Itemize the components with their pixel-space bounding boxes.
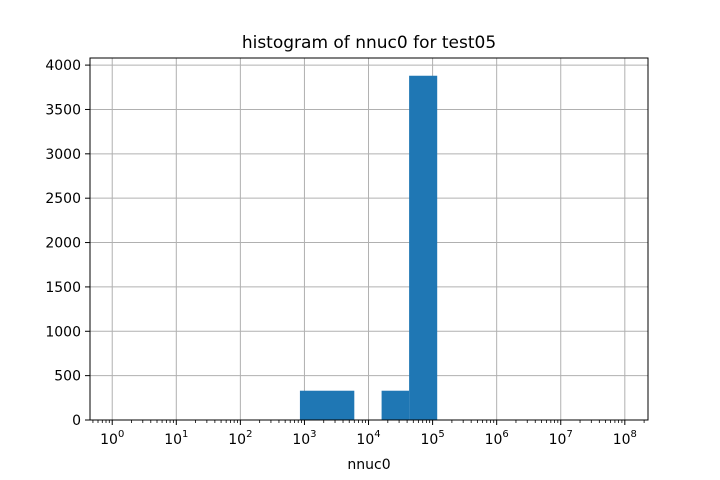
histogram-bar	[409, 75, 438, 421]
x-tick-label: 103	[292, 429, 316, 448]
axis-ticks: 100 101 102 103 104 105 106 107 1080500100015002…	[45, 58, 645, 448]
x-tick-exponent: 8	[631, 429, 637, 440]
x-tick-base: 10	[100, 432, 118, 448]
y-tick-label: 2500	[45, 191, 81, 207]
x-tick-label: 100	[100, 429, 124, 448]
y-tick-label: 2000	[45, 236, 81, 252]
x-tick-label: 108	[613, 429, 637, 448]
x-tick-base: 10	[613, 432, 631, 448]
x-tick-exponent: 6	[502, 429, 508, 440]
y-tick-label: 4000	[45, 58, 81, 74]
x-tick-exponent: 1	[182, 429, 188, 440]
x-tick-exponent: 7	[566, 429, 572, 440]
x-tick-base: 10	[228, 432, 246, 448]
x-tick-exponent: 3	[310, 429, 316, 440]
x-tick-exponent: 5	[438, 429, 444, 440]
y-tick-label: 3000	[45, 147, 81, 163]
y-tick-label: 0	[72, 413, 81, 429]
x-tick-exponent: 4	[374, 429, 380, 440]
histogram-bars	[299, 75, 438, 421]
x-axis-label: nnuc0	[347, 457, 390, 473]
histogram-bar	[381, 390, 410, 420]
x-tick-base: 10	[356, 432, 374, 448]
chart-title: histogram of nnuc0 for test05	[242, 33, 496, 53]
x-tick-exponent: 2	[246, 429, 252, 440]
x-tick-base: 10	[485, 432, 503, 448]
x-tick-label: 104	[356, 429, 380, 448]
x-tick-base: 10	[292, 432, 310, 448]
y-tick-label: 3500	[45, 102, 81, 118]
x-tick-label: 107	[549, 429, 573, 448]
x-tick-base: 10	[420, 432, 438, 448]
x-tick-base: 10	[164, 432, 182, 448]
x-tick-label: 101	[164, 429, 188, 448]
x-tick-label: 105	[420, 429, 444, 448]
x-tick-label: 106	[485, 429, 509, 448]
x-tick-label: 102	[228, 429, 252, 448]
y-tick-label: 500	[54, 369, 81, 385]
histogram-bar	[299, 390, 355, 420]
x-tick-base: 10	[549, 432, 567, 448]
plot-frame	[89, 57, 649, 421]
y-tick-label: 1500	[45, 280, 81, 296]
x-tick-exponent: 0	[118, 429, 124, 440]
y-tick-label: 1000	[45, 324, 81, 340]
